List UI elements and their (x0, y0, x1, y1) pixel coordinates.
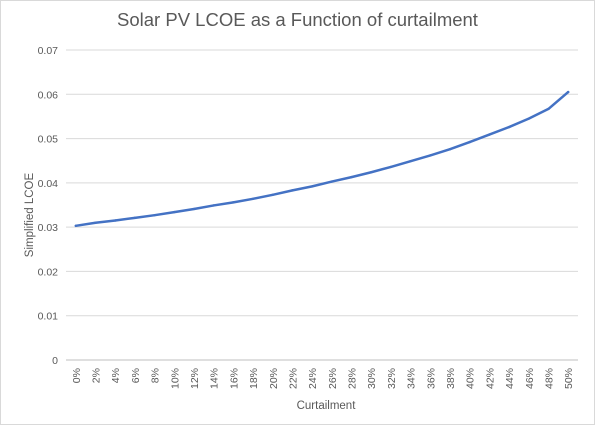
data-point (566, 90, 570, 94)
data-point (429, 154, 432, 157)
y-tick-label: 0.01 (38, 311, 59, 323)
y-tick-label: 0.07 (38, 45, 59, 57)
y-axis-label: Simplified LCOE (24, 172, 36, 257)
x-tick-label: 44% (504, 368, 516, 389)
data-point (212, 204, 215, 207)
x-tick-label: 30% (366, 368, 378, 389)
data-point (133, 216, 137, 220)
y-tick-label: 0.05 (38, 134, 59, 146)
chart-title: Solar PV LCOE as a Function of curtailme… (117, 9, 478, 30)
data-point (370, 171, 373, 174)
data-point (488, 133, 491, 136)
data-point (232, 201, 235, 204)
data-point (507, 125, 511, 129)
y-axis-ticks: 0 0.01 0.02 0.03 0.04 0.05 0.06 0.07 (38, 45, 59, 367)
x-tick-label: 36% (425, 368, 437, 389)
x-tick-label: 18% (248, 368, 260, 389)
data-point (94, 221, 97, 224)
data-point (448, 148, 452, 151)
data-point (173, 210, 176, 214)
x-tick-label: 24% (307, 368, 319, 389)
y-tick-label: 0 (52, 355, 58, 367)
x-tick-label: 2% (91, 368, 103, 383)
data-point (114, 219, 117, 222)
data-point (468, 140, 471, 144)
x-tick-label: 26% (327, 368, 339, 389)
x-axis-ticks: 0% 2% 4% 6% 8% 10% 12% 14% 16% 18% 20% 22% 24% 26% 28%… (71, 368, 575, 389)
x-tick-label: 46% (524, 368, 536, 389)
x-tick-label: 16% (228, 368, 240, 389)
data-point (547, 107, 550, 111)
data-point (291, 189, 294, 192)
x-tick-label: 4% (110, 368, 122, 383)
data-point (192, 207, 196, 211)
data-point (74, 224, 78, 228)
data-point (271, 193, 274, 197)
data-point (389, 165, 393, 169)
x-tick-label: 6% (130, 368, 142, 383)
x-axis-label: Curtailment (297, 400, 357, 412)
data-point (527, 117, 530, 120)
y-tick-label: 0.04 (38, 178, 59, 190)
y-tick-label: 0.02 (38, 266, 59, 278)
x-tick-label: 14% (209, 368, 221, 389)
y-tick-label: 0.06 (38, 89, 59, 101)
y-tick-label: 0.03 (38, 222, 59, 234)
x-tick-label: 42% (484, 368, 496, 389)
x-tick-label: 20% (268, 368, 280, 389)
x-tick-label: 50% (563, 368, 575, 389)
data-point (251, 197, 255, 200)
data-point (409, 159, 412, 163)
series-line (74, 90, 570, 228)
data-point (350, 175, 353, 179)
x-tick-label: 34% (406, 368, 418, 389)
data-point (153, 213, 156, 217)
x-tick-label: 10% (169, 368, 181, 389)
x-tick-label: 38% (445, 368, 457, 389)
series-layer (74, 90, 570, 228)
x-tick-label: 32% (386, 368, 398, 389)
data-point (330, 180, 334, 183)
gridlines (66, 49, 578, 361)
x-tick-label: 40% (465, 368, 477, 389)
x-tick-label: 0% (71, 368, 83, 383)
x-tick-label: 12% (189, 368, 201, 389)
data-point (310, 185, 314, 188)
x-tick-label: 28% (347, 368, 359, 389)
x-tick-label: 8% (150, 368, 162, 383)
x-tick-label: 48% (543, 368, 555, 389)
x-tick-label: 22% (287, 368, 299, 389)
